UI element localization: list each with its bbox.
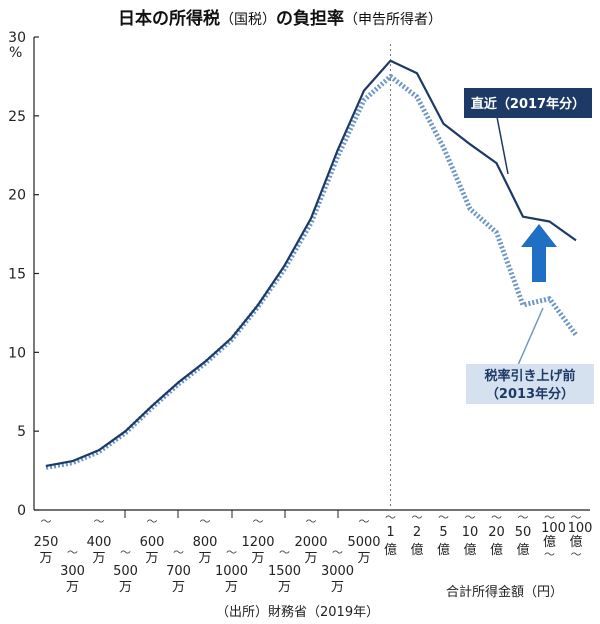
x-range-mark: 〜 bbox=[332, 546, 343, 559]
x-tick-label: 250 bbox=[34, 535, 59, 550]
y-axis: 0 5 10 15 20 25 30 bbox=[8, 30, 39, 519]
x-tick-label: 2000 bbox=[294, 535, 327, 550]
x-tick-unit: 億 bbox=[569, 534, 582, 550]
x-range-mark: 〜 bbox=[67, 546, 78, 559]
x-range-mark: 〜 bbox=[438, 511, 449, 524]
x-range-mark: 〜 bbox=[491, 511, 502, 524]
x-tick-unit: 万 bbox=[145, 551, 158, 566]
x-tick-label: 3000 bbox=[321, 564, 354, 579]
y-tick-label: 25 bbox=[8, 109, 26, 125]
label-2013-line1: 税率引き上げ前 bbox=[484, 368, 575, 384]
x-tick-label: 50 bbox=[515, 525, 532, 540]
x-tick-label: 20 bbox=[488, 525, 505, 540]
x-range-mark: 〜 bbox=[571, 548, 582, 561]
label-leader-2017 bbox=[496, 116, 509, 175]
x-tick-label: 500 bbox=[113, 564, 138, 579]
x-tick-unit: 万 bbox=[39, 551, 52, 566]
x-range-mark: 〜 bbox=[385, 511, 396, 524]
x-tick-unit: 万 bbox=[198, 551, 211, 566]
up-arrow-shape bbox=[521, 224, 557, 282]
x-range-mark: 〜 bbox=[173, 546, 184, 559]
x-tick-label: 2 bbox=[413, 525, 421, 540]
y-tick-label: 5 bbox=[17, 424, 26, 440]
x-tick-unit: 万 bbox=[304, 551, 317, 566]
x-tick-label: 1200 bbox=[241, 535, 274, 550]
x-tick-unit: 万 bbox=[172, 580, 185, 595]
x-tick-label: 800 bbox=[193, 535, 218, 550]
label-box-2017 bbox=[464, 88, 592, 118]
x-range-mark: 〜 bbox=[120, 546, 131, 559]
x-tick-label: 1500 bbox=[268, 564, 301, 579]
x-tick-unit: 億 bbox=[463, 542, 476, 558]
x-tick-label: 100 bbox=[541, 521, 566, 536]
x-tick-unit: 億 bbox=[490, 542, 503, 558]
x-tick-label: 600 bbox=[140, 535, 165, 550]
x-range-mark: 〜 bbox=[253, 515, 264, 528]
x-range-mark: 〜 bbox=[571, 511, 582, 524]
x-range-mark: 〜 bbox=[279, 546, 290, 559]
label-2017: 直近（2017年分） bbox=[471, 96, 585, 112]
label-2013-line2: （2013年分） bbox=[486, 386, 574, 402]
x-tick-label: 5000 bbox=[347, 535, 380, 550]
x-range-mark: 〜 bbox=[544, 511, 555, 524]
chart-title: 日本の所得税（国税）の負担率（申告所得者） bbox=[118, 8, 442, 29]
x-range-mark: 〜 bbox=[465, 511, 476, 524]
x-tick-unit: 億 bbox=[384, 542, 397, 558]
x-tick-unit: 万 bbox=[278, 580, 291, 595]
x-range-mark: 〜 bbox=[544, 548, 555, 561]
increase-arrow bbox=[521, 224, 557, 282]
x-range-mark: 〜 bbox=[94, 515, 105, 528]
x-tick-unit: 万 bbox=[92, 551, 105, 566]
y-unit-label: % bbox=[9, 45, 22, 61]
x-tick-label: 700 bbox=[166, 564, 191, 579]
x-range-mark: 〜 bbox=[147, 515, 158, 528]
x-range-mark: 〜 bbox=[226, 546, 237, 559]
x-range-mark: 〜 bbox=[200, 515, 211, 528]
x-range-mark: 〜 bbox=[306, 515, 317, 528]
x-tick-unit: 万 bbox=[225, 580, 238, 595]
x-tick-unit: 億 bbox=[543, 534, 556, 550]
title-mid: の負担率 bbox=[276, 8, 344, 29]
x-tick-unit: 億 bbox=[410, 542, 423, 558]
x-range-mark: 〜 bbox=[518, 511, 529, 524]
x-tick-unit: 億 bbox=[437, 542, 450, 558]
x-tick-label: 5 bbox=[439, 525, 447, 540]
label-box-2013 bbox=[466, 364, 594, 404]
series-lines bbox=[45, 59, 579, 470]
series-line-2013 bbox=[45, 73, 579, 470]
x-axis-label: 合計所得金額（円） bbox=[446, 584, 563, 600]
x-range-mark: 〜 bbox=[359, 515, 370, 528]
x-range-mark: 〜 bbox=[412, 511, 423, 524]
series-labels: 直近（2017年分） 税率引き上げ前 （2013年分） bbox=[464, 88, 594, 404]
x-range-mark: 〜 bbox=[41, 515, 52, 528]
x-tick-label: 10 bbox=[462, 525, 479, 540]
x-tick-label: 1 bbox=[386, 525, 394, 540]
series-line-2017 bbox=[45, 59, 577, 467]
source-note: （出所）財務省（2019年） bbox=[216, 605, 379, 620]
x-tick-unit: 万 bbox=[251, 551, 264, 566]
x-tick-unit: 万 bbox=[119, 580, 132, 595]
x-tick-unit: 万 bbox=[331, 580, 344, 595]
x-tick-label: 400 bbox=[87, 535, 112, 550]
y-tick-label: 20 bbox=[8, 188, 26, 204]
label-leader-2013 bbox=[517, 307, 544, 366]
title-main: 日本の所得税 bbox=[118, 8, 220, 29]
title-sub: （国税） bbox=[220, 12, 276, 28]
y-tick-label: 15 bbox=[8, 267, 26, 283]
title-tail: （申告所得者） bbox=[344, 11, 442, 28]
x-tick-label: 100 bbox=[568, 521, 593, 536]
x-tick-unit: 万 bbox=[357, 551, 370, 566]
y-tick-label: 30 bbox=[8, 30, 26, 46]
x-tick-label: 1000 bbox=[215, 564, 248, 579]
y-tick-label: 10 bbox=[8, 345, 26, 361]
x-tick-label: 300 bbox=[60, 564, 85, 579]
x-tick-unit: 万 bbox=[66, 580, 79, 595]
y-tick-label: 0 bbox=[17, 503, 26, 519]
x-tick-unit: 億 bbox=[516, 542, 529, 558]
